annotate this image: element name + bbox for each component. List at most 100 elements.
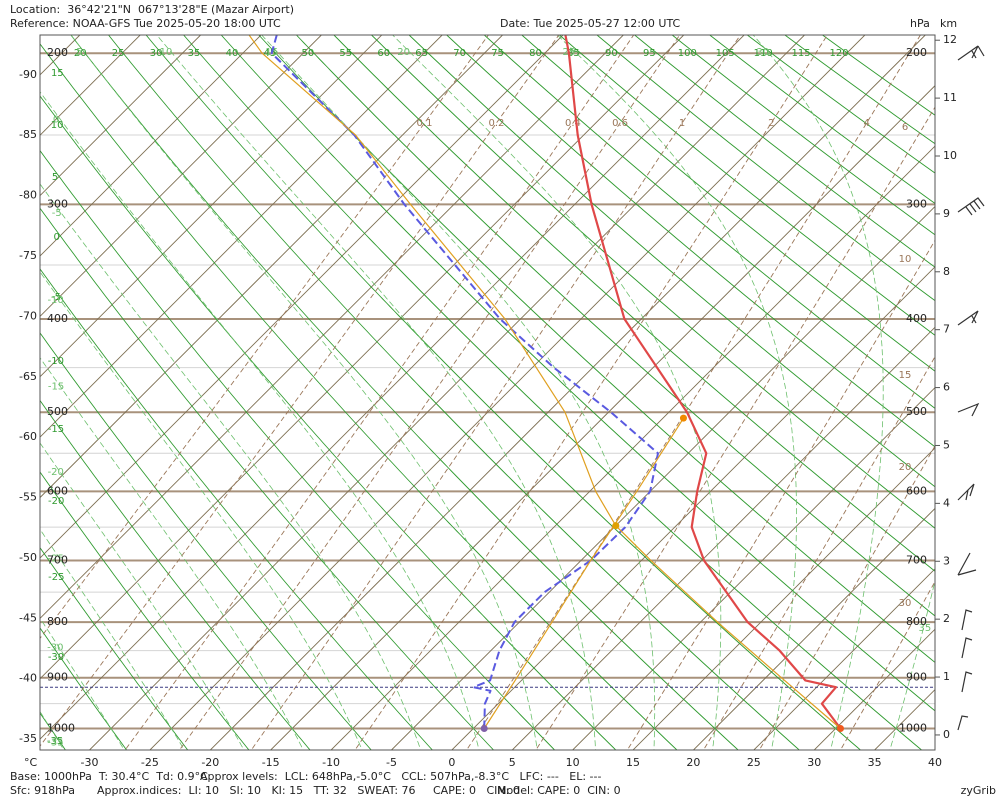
dry-adiabat: [40, 332, 372, 750]
left-tick-label: -55: [19, 491, 37, 504]
mixing-ratio-label: 2: [768, 118, 774, 129]
x-tick-label: 10: [566, 756, 580, 769]
lcl-point: [612, 522, 620, 530]
x-tick-label: -20: [201, 756, 219, 769]
pressure-label: 900: [906, 671, 927, 684]
pressure-label: 400: [906, 312, 927, 325]
line-label: 120: [829, 48, 848, 59]
pressure-unit: hPa: [910, 17, 930, 30]
line-label: -30: [47, 643, 63, 654]
km-label: 2: [943, 612, 950, 625]
line-label: 0: [53, 115, 59, 126]
line-label: 5: [52, 172, 58, 183]
km-label: 10: [943, 149, 957, 162]
mixing-ratio-line: [840, 580, 935, 750]
left-tick-label: -65: [19, 370, 37, 383]
pressure-label: 500: [906, 405, 927, 418]
pressure-label: 700: [47, 554, 68, 567]
line-label: -25: [48, 554, 64, 565]
dry-adiabat: [40, 43, 678, 750]
wind-barb: [961, 609, 973, 631]
km-label: 0: [943, 728, 950, 741]
km-unit: km: [940, 17, 957, 30]
dry-adiabat: [633, 35, 935, 268]
footer-indices: Approx.indices: LI: 10 SI: 10 KI: 15 TT:…: [97, 784, 520, 797]
plot-frame: [39, 34, 936, 751]
dry-adiabat: [596, 35, 935, 302]
isotherm: [40, 35, 322, 318]
wind-barb: [957, 402, 980, 417]
mixing-ratio-line: [250, 35, 741, 750]
line-label: 40: [226, 48, 239, 59]
line-label: 0: [53, 232, 59, 243]
line-label: 115: [792, 48, 811, 59]
mixing-ratio-line: [40, 35, 489, 640]
line-label: 20: [74, 48, 87, 59]
isotherm: [40, 35, 443, 438]
moist-adiabat: [40, 271, 363, 750]
dry-adiabat: [145, 35, 862, 750]
isotherm: [40, 35, 201, 197]
mixing-ratio-line: [535, 106, 935, 750]
pressure-label: 700: [906, 554, 927, 567]
ccl-point: [679, 414, 687, 422]
wind-barb: [957, 310, 979, 326]
line-label: -35: [47, 737, 63, 748]
line-label: -5: [52, 208, 62, 219]
moist-adiabat: [392, 35, 722, 750]
line-label: 85: [567, 48, 580, 59]
pressure-label: 1000: [47, 722, 75, 735]
background-lines: [40, 35, 935, 750]
wind-barb: [957, 715, 969, 731]
mixing-ratio-label: 30: [899, 598, 912, 609]
isotherm: [451, 266, 935, 750]
mixing-ratio-label: 0.1: [417, 118, 433, 129]
x-tick-label: 25: [747, 756, 761, 769]
footer-sfc: Sfc: 918hPa: [10, 784, 75, 797]
km-label: 11: [943, 91, 957, 104]
isotherm: [40, 35, 503, 499]
pressure-label: 800: [47, 615, 68, 628]
x-tick-label: 20: [686, 756, 700, 769]
x-tick-label: -15: [262, 756, 280, 769]
line-label: 65: [415, 48, 428, 59]
isotherm: [40, 35, 624, 619]
line-label: 55: [339, 48, 352, 59]
left-tick-label: -45: [19, 611, 37, 624]
mixing-ratio-label: 20: [899, 462, 912, 473]
moist-adiabat: [156, 35, 596, 750]
moist-adiabat: [40, 183, 422, 750]
dry-adiabat: [708, 35, 935, 204]
dry-adiabat: [40, 471, 250, 750]
left-tick-label: -50: [19, 551, 37, 564]
x-tick-label: 0: [448, 756, 455, 769]
line-label: 45: [264, 48, 277, 59]
isotherm: [149, 35, 866, 750]
km-label: 3: [943, 554, 950, 567]
isotherm: [89, 35, 805, 750]
line-label: -10: [47, 295, 63, 306]
wind-barb: [957, 552, 977, 576]
km-label: 9: [943, 207, 950, 220]
line-label: 10: [160, 47, 173, 58]
line-label: 90: [605, 48, 618, 59]
wind-barb: [957, 197, 985, 216]
dry-adiabat: [370, 35, 935, 529]
km-label: 1: [943, 670, 950, 683]
left-tick-label: -40: [19, 672, 37, 685]
reference: Reference: NOAA-GFS Tue 2025-05-20 18:00…: [10, 17, 281, 30]
km-label: 7: [943, 323, 950, 336]
left-tick-label: -85: [19, 128, 37, 141]
dry-adiabat: [483, 35, 935, 409]
mixing-ratio-label: 0.4: [565, 118, 581, 129]
dry-adiabat: [746, 35, 935, 174]
mixing-ratio-line: [758, 444, 935, 750]
line-label: 75: [491, 48, 504, 59]
pressure-label: 200: [47, 46, 68, 59]
footer-base: Base: 1000hPa T: 30.4°C Td: 0.9°C: [10, 770, 208, 783]
wind-barb: [957, 45, 985, 61]
line-label: 60: [377, 48, 390, 59]
mixing-ratio-label: 1: [679, 118, 685, 129]
